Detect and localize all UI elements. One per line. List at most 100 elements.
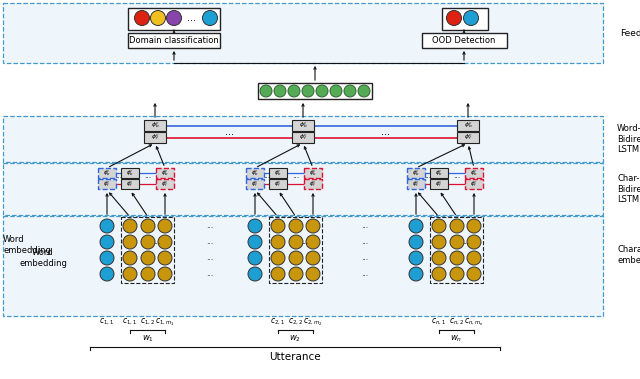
Circle shape [271, 267, 285, 281]
Circle shape [158, 267, 172, 281]
Text: $\phi^c_b$: $\phi^c_b$ [470, 168, 478, 178]
Text: $\phi^c_b$: $\phi^c_b$ [435, 168, 443, 178]
Text: $\phi^c_b$: $\phi^c_b$ [274, 168, 282, 178]
Circle shape [447, 11, 461, 25]
Text: $c_{n,1}$: $c_{n,1}$ [431, 317, 447, 327]
Bar [258, 83, 372, 99]
Bar [407, 179, 425, 189]
Text: $c_{n,m_n}$: $c_{n,m_n}$ [464, 316, 484, 328]
Bar [3, 216, 603, 316]
Text: ...: ... [361, 221, 368, 230]
Bar [121, 217, 174, 283]
Text: ...: ... [263, 171, 270, 180]
Circle shape [463, 11, 479, 25]
Circle shape [467, 219, 481, 233]
Circle shape [289, 235, 303, 249]
Circle shape [409, 219, 423, 233]
Circle shape [467, 235, 481, 249]
Text: ...: ... [207, 238, 214, 246]
Text: OOD Detection: OOD Detection [432, 36, 496, 45]
Circle shape [358, 85, 370, 97]
Circle shape [409, 251, 423, 265]
Circle shape [344, 85, 356, 97]
Circle shape [289, 267, 303, 281]
Bar [121, 168, 139, 178]
Text: $\phi^c_f$: $\phi^c_f$ [126, 179, 134, 189]
Text: ...: ... [361, 269, 368, 279]
Bar [269, 168, 287, 178]
Text: Word
embedding: Word embedding [19, 248, 67, 268]
Text: $c_{n,2}$: $c_{n,2}$ [449, 317, 465, 327]
Text: $\phi^c_f$: $\phi^c_f$ [435, 179, 443, 189]
Circle shape [450, 235, 464, 249]
Circle shape [141, 235, 155, 249]
Bar [430, 179, 448, 189]
Bar [465, 179, 483, 189]
Text: $\phi^c_f$: $\phi^c_f$ [251, 179, 259, 189]
Text: Word-level
Bidirectional
LSTM: Word-level Bidirectional LSTM [617, 124, 640, 154]
Text: $\phi^c_b$: $\phi^c_b$ [103, 168, 111, 178]
Text: $\phi^c_b$: $\phi^c_b$ [251, 168, 259, 178]
Text: $c_{1,1}$: $c_{1,1}$ [99, 317, 115, 327]
Circle shape [289, 251, 303, 265]
Circle shape [141, 219, 155, 233]
Circle shape [432, 219, 446, 233]
Bar [3, 3, 603, 63]
Bar [269, 217, 322, 283]
Text: $\phi^c_b$: $\phi^c_b$ [309, 168, 317, 178]
Circle shape [158, 219, 172, 233]
Text: ...: ... [361, 254, 368, 263]
Text: $w_2$: $w_2$ [289, 334, 301, 344]
Bar [430, 217, 483, 283]
Circle shape [248, 219, 262, 233]
Bar [269, 179, 287, 189]
Text: Feedforward: Feedforward [620, 28, 640, 38]
Circle shape [409, 235, 423, 249]
Circle shape [432, 251, 446, 265]
Circle shape [141, 251, 155, 265]
Circle shape [123, 251, 137, 265]
Text: $\phi^c_b$: $\phi^c_b$ [463, 121, 472, 130]
Bar [156, 168, 174, 178]
Circle shape [123, 267, 137, 281]
Bar [156, 179, 174, 189]
Text: $\phi^c_f$: $\phi^c_f$ [103, 179, 111, 189]
Bar [304, 179, 322, 189]
Circle shape [271, 219, 285, 233]
Bar [465, 168, 483, 178]
Text: $c_{2,1}$: $c_{2,1}$ [271, 317, 285, 327]
Text: $\phi^c_b$: $\phi^c_b$ [412, 168, 420, 178]
Text: ...: ... [207, 254, 214, 263]
Circle shape [166, 11, 182, 25]
Circle shape [432, 235, 446, 249]
Text: $\phi^c_f$: $\phi^c_f$ [470, 179, 478, 189]
Text: $\phi^c_b$: $\phi^c_b$ [126, 168, 134, 178]
Text: $\phi^c_f$: $\phi^c_f$ [150, 133, 159, 143]
Bar [128, 33, 220, 48]
Circle shape [306, 235, 320, 249]
Circle shape [289, 219, 303, 233]
Circle shape [248, 235, 262, 249]
Text: ...: ... [153, 238, 160, 246]
Circle shape [248, 251, 262, 265]
Bar [304, 168, 322, 178]
Text: $c_{2,m_2}$: $c_{2,m_2}$ [303, 316, 323, 328]
Bar [430, 168, 448, 178]
Text: $w_1$: $w_1$ [141, 334, 154, 344]
Bar [246, 179, 264, 189]
Circle shape [158, 235, 172, 249]
Circle shape [306, 219, 320, 233]
Text: Domain classification: Domain classification [129, 36, 219, 45]
Circle shape [150, 11, 166, 25]
Text: $\phi^c_b$: $\phi^c_b$ [299, 121, 307, 130]
Bar [407, 168, 425, 178]
Text: Character
embedding: Character embedding [617, 245, 640, 265]
Circle shape [450, 251, 464, 265]
Circle shape [202, 11, 218, 25]
Circle shape [134, 11, 150, 25]
Circle shape [123, 219, 137, 233]
Bar [442, 8, 488, 30]
Circle shape [450, 267, 464, 281]
Bar [128, 8, 220, 30]
Bar [3, 163, 603, 215]
